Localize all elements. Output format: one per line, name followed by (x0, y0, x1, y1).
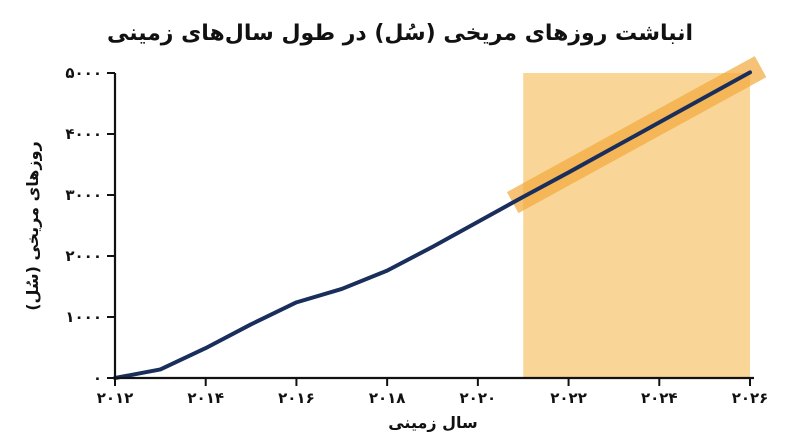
y-tick-label: ۲۰۰۰ (65, 247, 102, 265)
chart-text: انباشت روزهای مریخی (سُل) در طول سال‌های… (23, 21, 693, 432)
x-tick-label: ۲۰۲۴ (641, 389, 678, 407)
y-tick-label: ۳۰۰۰ (65, 186, 102, 204)
y-tick-label: ۱۰۰۰ (65, 308, 102, 326)
y-tick-label: ۰ (93, 369, 102, 387)
y-tick-label: ۵۰۰۰ (65, 64, 102, 82)
axes: ۰ ۱۰۰۰ ۲۰۰۰ ۳۰۰۰ ۴۰۰۰ ۵۰۰۰ ۲۰۱۲ ۲۰۱۴ ۲۰۱۶ ۲۰۱۸ ۲۰۲… (65, 64, 768, 407)
series-line (113, 70, 752, 380)
y-tick-label: ۴۰۰۰ (65, 125, 102, 143)
chart-title: انباشت روزهای مریخی (سُل) در طول سال‌های… (107, 21, 693, 46)
series-layer (113, 70, 752, 380)
highlight-region (523, 73, 750, 378)
x-tick-label: ۲۰۲۲ (550, 389, 587, 407)
x-tick-label: ۲۰۲۰ (460, 389, 497, 407)
x-tick-label: ۲۰۱۲ (97, 389, 134, 407)
y-axis-label: روزهای مریخی (سُل) (23, 141, 42, 311)
x-tick-label: ۲۰۱۶ (278, 389, 315, 407)
x-tick-label: ۲۰۱۴ (187, 389, 224, 407)
x-tick-label: ۲۰۱۸ (369, 389, 406, 407)
highlight-region-layer (523, 73, 750, 378)
x-tick-label: ۲۰۲۶ (732, 389, 769, 407)
x-axis-label: سال زمینی (388, 413, 478, 432)
